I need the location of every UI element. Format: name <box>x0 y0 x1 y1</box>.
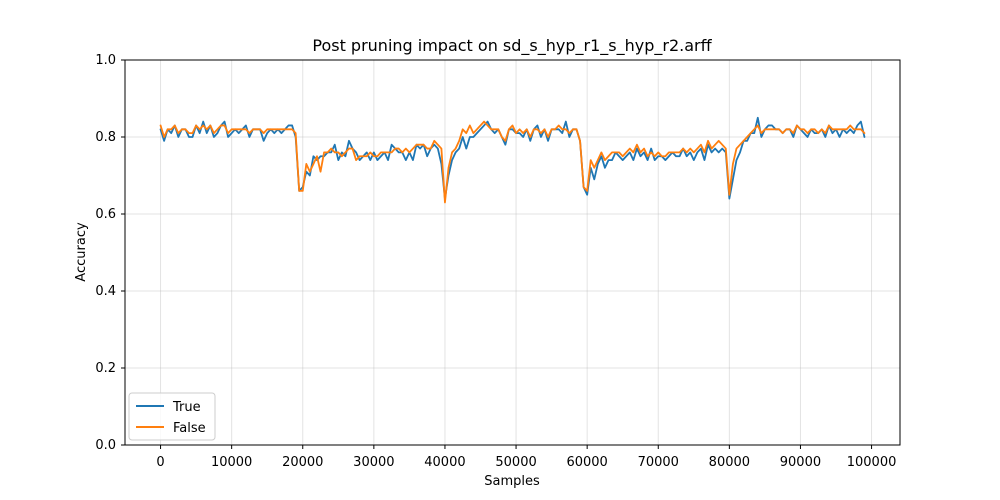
x-tick-label: 90000 <box>780 455 821 470</box>
x-tick-label: 40000 <box>424 455 465 470</box>
x-tick-label: 0 <box>156 455 164 470</box>
y-tick-label: 0.4 <box>95 284 116 299</box>
series-layer <box>159 116 866 204</box>
x-tick-label: 100000 <box>847 455 897 470</box>
x-tick-label: 30000 <box>353 455 394 470</box>
y-tick-label: 0.6 <box>95 207 116 222</box>
plot-frame <box>124 59 901 446</box>
legend-label-true: True <box>172 400 201 415</box>
x-tick-label: 60000 <box>566 455 607 470</box>
y-tick-label: 1.0 <box>95 53 116 68</box>
x-tick-label: 80000 <box>709 455 750 470</box>
legend-box <box>128 392 216 441</box>
x-tick-label: 10000 <box>211 455 252 470</box>
x-tick-label: 70000 <box>638 455 679 470</box>
tick-layer: 0 10000 20000 30000 40000 50000 60000 70000 8000… <box>95 53 896 470</box>
y-axis-label: Accuracy <box>74 222 89 282</box>
y-tick-label: 0.0 <box>95 438 116 453</box>
grid-layer <box>125 59 900 446</box>
x-axis-label: Samples <box>484 474 540 489</box>
legend: True False <box>128 392 216 441</box>
y-tick-label: 0.8 <box>95 130 116 145</box>
series-line-false <box>159 120 866 204</box>
x-tick-label: 50000 <box>495 455 536 470</box>
x-tick-label: 20000 <box>282 455 323 470</box>
legend-label-false: False <box>173 421 206 436</box>
y-tick-label: 0.2 <box>95 361 116 376</box>
chart-title: Post pruning impact on sd_s_hyp_r1_s_hyp… <box>312 36 712 56</box>
